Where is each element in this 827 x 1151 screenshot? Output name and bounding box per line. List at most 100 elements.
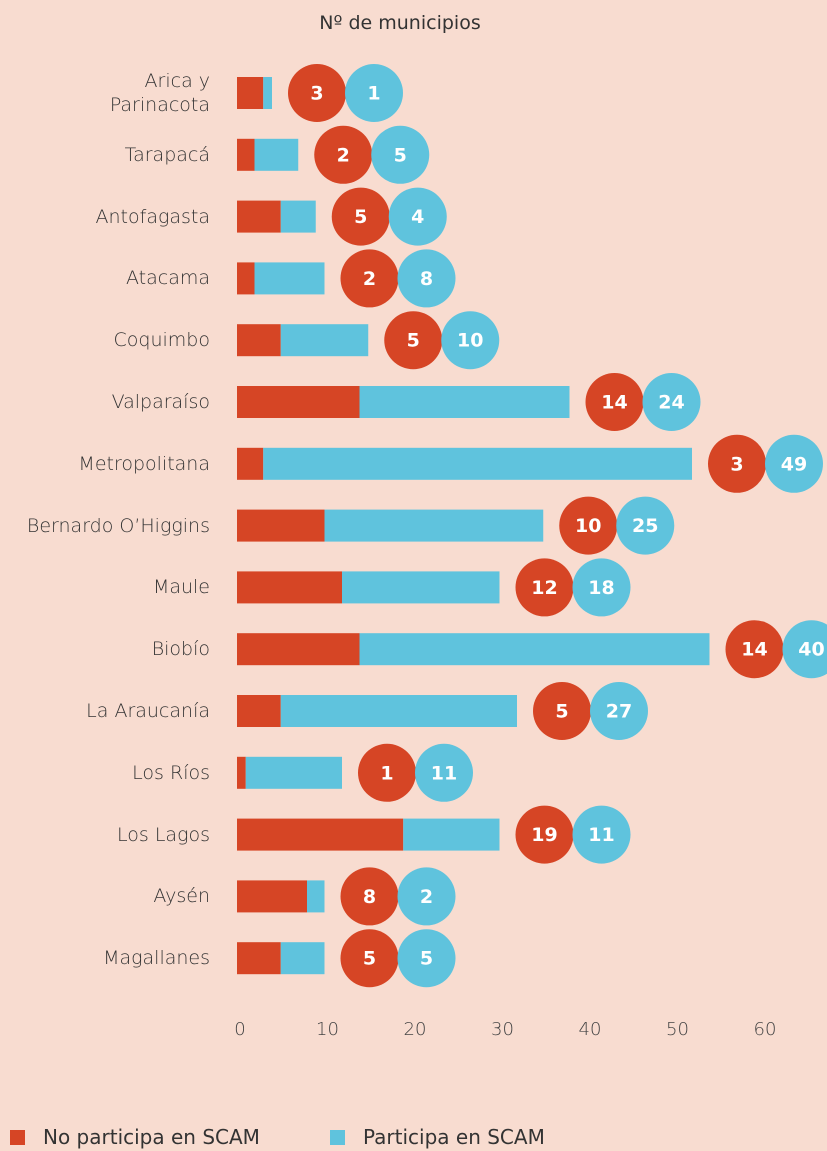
value-bubble bbox=[515, 805, 574, 864]
value-bubble bbox=[358, 743, 416, 802]
value-bubble bbox=[314, 125, 373, 184]
bar-segment bbox=[342, 571, 500, 604]
value-bubble bbox=[340, 249, 399, 308]
value-label: 11 bbox=[588, 824, 614, 846]
value-label: 3 bbox=[730, 453, 743, 475]
bar-segment bbox=[263, 447, 692, 480]
chart-title: Nº de municipios bbox=[319, 12, 481, 34]
category-label: Los Lagos bbox=[117, 823, 210, 846]
value-bubble bbox=[384, 311, 443, 370]
legend-item: No participa en SCAM bbox=[10, 1125, 260, 1149]
bar-segment bbox=[237, 756, 246, 789]
value-bubble bbox=[559, 496, 618, 555]
value-label: 5 bbox=[394, 144, 407, 166]
bar-segment bbox=[237, 942, 281, 975]
value-bubble bbox=[708, 434, 766, 493]
bar-segment bbox=[237, 447, 264, 480]
legend-label: No participa en SCAM bbox=[43, 1125, 260, 1149]
value-label: 14 bbox=[741, 639, 767, 661]
value-label: 5 bbox=[354, 206, 367, 228]
bar-segment bbox=[254, 138, 299, 171]
value-bubble bbox=[345, 64, 403, 122]
category-label: Aysén bbox=[153, 885, 210, 908]
value-label: 8 bbox=[363, 886, 376, 908]
bar-segment bbox=[237, 880, 307, 913]
value-label: 5 bbox=[363, 948, 376, 970]
bar-segment bbox=[237, 633, 360, 666]
bar-segment bbox=[280, 324, 369, 357]
value-bubble bbox=[590, 682, 648, 740]
category-label: Coquimbo bbox=[113, 329, 210, 352]
bar-segment bbox=[280, 695, 517, 727]
bar-segment bbox=[280, 200, 316, 233]
legend-label: Participa en SCAM bbox=[363, 1125, 545, 1149]
x-tick-label: 0 bbox=[234, 1019, 245, 1040]
value-label: 40 bbox=[798, 639, 824, 661]
value-label: 25 bbox=[632, 515, 658, 537]
bar-segment bbox=[359, 633, 710, 666]
value-bubble bbox=[515, 558, 574, 617]
value-label: 10 bbox=[575, 515, 601, 537]
value-label: 27 bbox=[606, 701, 632, 723]
bar-segment bbox=[254, 262, 325, 295]
x-tick-label: 20 bbox=[404, 1019, 427, 1040]
x-tick-label: 50 bbox=[666, 1019, 689, 1040]
category-label: Biobío bbox=[151, 638, 210, 661]
category-label: Magallanes bbox=[103, 947, 210, 970]
bar-segment bbox=[245, 756, 342, 789]
bar-segment bbox=[237, 571, 342, 604]
value-bubble bbox=[371, 125, 430, 184]
value-bubble bbox=[340, 929, 399, 988]
value-label: 18 bbox=[588, 577, 614, 599]
bar-segment bbox=[324, 509, 544, 542]
category-label: Los Ríos bbox=[132, 761, 210, 784]
category-label: Antofagasta bbox=[95, 205, 210, 228]
legend-item: Participa en SCAM bbox=[330, 1125, 545, 1149]
value-bubble bbox=[642, 373, 701, 431]
value-label: 10 bbox=[457, 330, 483, 352]
category-label: Maule bbox=[152, 576, 210, 599]
value-bubble bbox=[388, 187, 447, 246]
value-bubble bbox=[397, 867, 456, 926]
value-bubble bbox=[397, 249, 456, 308]
value-label: 14 bbox=[601, 392, 627, 414]
bar-segment bbox=[280, 942, 325, 975]
value-label: 24 bbox=[658, 392, 684, 414]
value-bubble bbox=[533, 682, 591, 740]
legend-swatch bbox=[330, 1129, 345, 1145]
bar-segment bbox=[237, 200, 281, 233]
category-label: Bernardo O’Higgins bbox=[26, 514, 210, 537]
category-label: Metropolitana bbox=[78, 452, 210, 475]
x-tick-label: 30 bbox=[491, 1019, 514, 1040]
category-label: Tarapacá bbox=[124, 143, 210, 166]
value-bubble bbox=[725, 620, 784, 679]
value-bubble bbox=[288, 64, 346, 122]
value-label: 1 bbox=[380, 762, 393, 784]
value-label: 2 bbox=[363, 268, 376, 290]
value-label: 11 bbox=[431, 762, 457, 784]
bar-segment bbox=[237, 695, 281, 727]
value-bubble bbox=[585, 373, 644, 431]
value-label: 19 bbox=[531, 824, 557, 846]
value-label: 2 bbox=[420, 886, 433, 908]
bar-segment bbox=[359, 386, 570, 418]
value-bubble bbox=[572, 558, 631, 617]
value-bubble bbox=[441, 311, 500, 370]
value-bubble bbox=[331, 187, 390, 246]
value-bubble bbox=[616, 496, 675, 555]
value-bubble bbox=[572, 805, 631, 864]
value-label: 5 bbox=[407, 330, 420, 352]
bar-segment bbox=[237, 818, 404, 851]
bar-segment bbox=[237, 386, 360, 418]
value-label: 49 bbox=[781, 453, 807, 475]
value-label: 4 bbox=[411, 206, 424, 228]
bar-segment bbox=[263, 77, 272, 109]
bar-segment bbox=[307, 880, 325, 913]
value-label: 1 bbox=[367, 83, 380, 105]
legend-swatch bbox=[10, 1129, 25, 1145]
category-label: Arica y Parinacota bbox=[109, 70, 210, 116]
value-label: 12 bbox=[531, 577, 557, 599]
x-tick-label: 40 bbox=[579, 1019, 602, 1040]
